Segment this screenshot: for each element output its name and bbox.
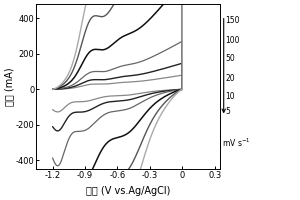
Text: 150: 150 [226, 16, 240, 25]
Text: mV s$^{-1}$: mV s$^{-1}$ [222, 136, 250, 149]
X-axis label: 电位 (V vs.Ag/AgCl): 电位 (V vs.Ag/AgCl) [86, 186, 170, 196]
Y-axis label: 电流 (mA): 电流 (mA) [4, 67, 14, 106]
Text: 50: 50 [226, 54, 235, 63]
Text: 20: 20 [226, 74, 235, 83]
Text: 5: 5 [226, 107, 230, 116]
Text: 100: 100 [226, 36, 240, 45]
Text: 10: 10 [226, 92, 235, 101]
